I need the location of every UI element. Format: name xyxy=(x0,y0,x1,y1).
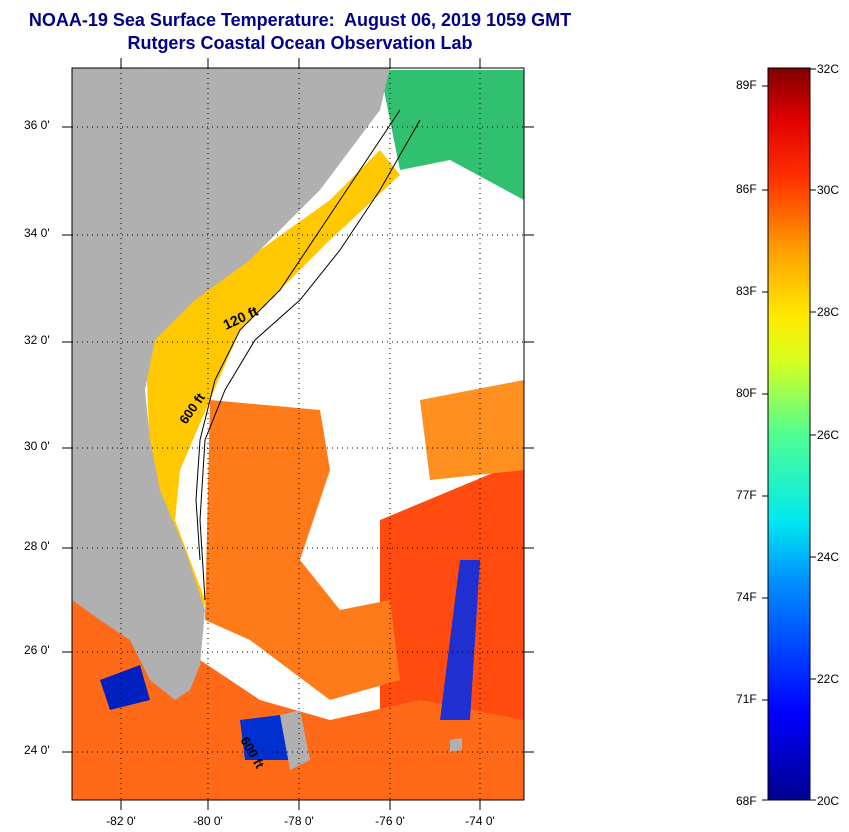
colorbar-label-30c: 30C xyxy=(817,183,840,197)
colorbar-label-68f: 68F xyxy=(736,794,757,808)
lat-label-32: 32 0' xyxy=(24,333,50,347)
land-island-east xyxy=(450,738,462,752)
lon-label-78: -78 0' xyxy=(284,814,314,828)
colorbar-label-71f: 71F xyxy=(736,692,757,706)
lon-label-80: -80 0' xyxy=(193,814,223,828)
lat-label-30: 30 0' xyxy=(24,439,50,453)
sst-cool-band xyxy=(440,560,480,720)
colorbar-label-24c: 24C xyxy=(817,550,840,564)
sst-cool-patch-s xyxy=(240,715,290,760)
lon-label-74: -74 0' xyxy=(465,814,495,828)
colorbar-label-32c: 32C xyxy=(817,62,840,76)
colorbar-label-83f: 83F xyxy=(736,284,757,298)
lat-label-28: 28 0' xyxy=(24,539,50,553)
lat-label-26: 26 0' xyxy=(24,643,50,657)
sst-coastal-yellow xyxy=(145,150,400,660)
lon-label-82: -82 0' xyxy=(106,814,136,828)
colorbar-label-77f: 77F xyxy=(736,488,757,502)
colorbar-label-86f: 86F xyxy=(736,182,757,196)
colorbar xyxy=(767,67,811,801)
sst-ne-mixed xyxy=(380,70,524,200)
lat-label-34: 34 0' xyxy=(24,226,50,240)
map-panel xyxy=(72,68,524,800)
isobath-120ft xyxy=(195,109,401,561)
lat-label-36: 36 0' xyxy=(24,118,50,132)
lon-label-76: -76 0' xyxy=(375,814,405,828)
colorbar-label-26c: 26C xyxy=(817,428,840,442)
colorbar-label-28c: 28C xyxy=(817,305,840,319)
lat-label-24: 24 0' xyxy=(24,743,50,757)
sst-south-mixed xyxy=(72,560,524,800)
sst-cool-patch-sw xyxy=(100,665,150,710)
colorbar-label-22c: 22C xyxy=(817,672,840,686)
colorbar-label-20c: 20C xyxy=(817,794,840,808)
axis-ticks xyxy=(62,58,534,810)
chart-subtitle: Rutgers Coastal Ocean Observation Lab xyxy=(127,33,473,53)
land-bahamas xyxy=(280,710,310,770)
colorbar-ticks xyxy=(762,68,816,801)
colorbar-label-80f: 80F xyxy=(736,386,757,400)
sst-east-mixed xyxy=(420,380,524,480)
map-frame xyxy=(71,67,525,801)
isobath-600ft xyxy=(199,119,421,601)
land-southeast-us xyxy=(72,68,390,700)
sst-central-warm xyxy=(205,400,400,700)
chart-title: NOAA-19 Sea Surface Temperature: August … xyxy=(28,10,572,30)
colorbar-label-74f: 74F xyxy=(736,590,757,604)
grid-lines xyxy=(72,68,524,800)
colorbar-label-89f: 89F xyxy=(736,78,757,92)
